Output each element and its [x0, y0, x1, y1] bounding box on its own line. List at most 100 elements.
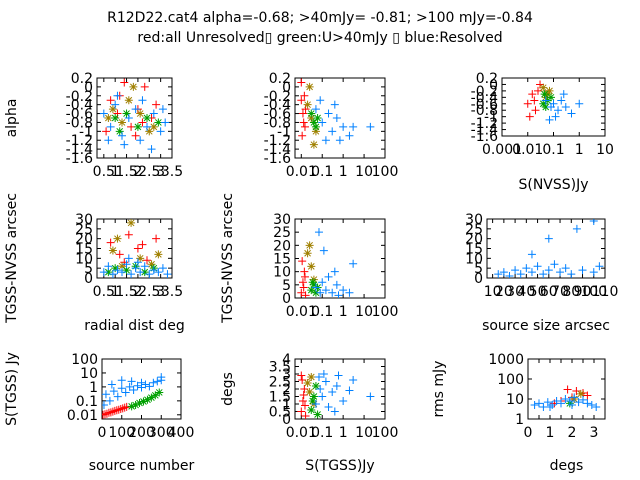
data-point [316, 288, 325, 297]
data-point [138, 118, 147, 127]
x-tick-label: 3.5 [161, 284, 183, 300]
y-tick-label: 0 [474, 271, 483, 287]
x-axis-label: S(TGSS)Jy [305, 458, 374, 474]
y-tick-label: 0.01 [67, 408, 98, 424]
data-point [311, 122, 320, 131]
y-tick-label: 30 [465, 212, 483, 228]
data-point [129, 385, 138, 394]
y-tick-label: 4 [282, 352, 291, 368]
x-tick-label: 0 [98, 425, 107, 441]
x-tick-label: 0.001 [482, 142, 522, 158]
scatter-panel-2: 0.010.1 1 101000.20-0.2-0.4-0.6-0.8-1-1.2-… [264, 71, 399, 180]
data-point [158, 105, 167, 114]
data-point [576, 389, 585, 398]
data-point [127, 219, 136, 227]
data-point [140, 82, 149, 91]
y-tick-label: 0.5 [269, 405, 291, 421]
data-point [133, 244, 142, 253]
data-point [143, 122, 151, 131]
data-point [311, 382, 320, 390]
data-point [307, 109, 316, 118]
data-point [147, 393, 156, 402]
data-point [583, 399, 592, 408]
data-point [111, 114, 120, 122]
x-tick-label: 3 [156, 284, 165, 300]
x-tick-label: 70 [551, 284, 569, 300]
data-point [104, 136, 113, 145]
data-point [311, 400, 320, 408]
y-axis-label: TGSS-NVSS arcsec [220, 193, 236, 324]
x-tick-label: 2.5 [138, 164, 160, 180]
data-point [303, 249, 312, 258]
y-tick-label: -0.6 [471, 97, 498, 113]
data-point [319, 370, 328, 378]
data-point [131, 131, 140, 140]
y-tick-label: 10 [273, 265, 291, 281]
data-point [578, 266, 587, 275]
data-point [567, 109, 576, 118]
data-point [112, 406, 121, 415]
data-point [118, 118, 126, 127]
data-point [589, 268, 598, 277]
data-point [328, 127, 337, 136]
data-point [551, 112, 560, 121]
y-tick-label: 20 [75, 232, 93, 248]
title-line-2: red:all Unresolved▯ green:U>40mJy ▯ blue… [137, 30, 502, 46]
y-tick-label: 10 [506, 392, 524, 408]
data-point [127, 402, 136, 411]
data-point [530, 96, 539, 105]
data-point [309, 275, 318, 284]
points-layer [297, 78, 375, 149]
data-point [102, 409, 111, 418]
data-point [543, 398, 552, 407]
y-tick-label: -0.4 [471, 90, 498, 106]
scatter-grid: 0.511.522.533.50.20-0.2-0.4-0.6-0.8-1-1.… [4, 71, 618, 474]
data-point [138, 240, 147, 249]
data-point [531, 106, 540, 115]
data-point [298, 278, 307, 287]
data-point [120, 403, 129, 412]
x-tick-label: 1 [546, 425, 555, 441]
data-point [118, 404, 127, 413]
y-tick-label: 3.5 [269, 360, 291, 376]
data-point [106, 122, 115, 131]
x-tick-label: 10 [596, 142, 614, 158]
data-point [314, 228, 323, 237]
scatter-panel-6: 102030405060708090100110051015202530sour… [465, 212, 618, 334]
data-point [311, 288, 320, 297]
data-point [366, 392, 375, 401]
data-point [557, 399, 565, 408]
data-point [136, 109, 145, 118]
x-tick-label: 10 [355, 425, 373, 441]
data-point [539, 83, 548, 92]
plot-frame [96, 77, 173, 159]
y-tick-label: -1.4 [264, 142, 291, 158]
data-point [299, 118, 308, 127]
y-tick-label: -1.2 [264, 133, 291, 149]
data-point [153, 377, 162, 386]
data-point [324, 403, 333, 411]
x-tick-label: 30 [506, 284, 524, 300]
x-tick-label: 40 [517, 284, 535, 300]
data-point [297, 96, 306, 105]
data-point [539, 99, 548, 108]
y-tick-label: -0.4 [264, 98, 291, 114]
data-point [301, 412, 310, 419]
data-point [140, 268, 149, 277]
data-point [565, 396, 574, 405]
data-point [528, 90, 537, 99]
data-point [114, 405, 123, 414]
data-point [139, 397, 148, 406]
points-layer [297, 370, 375, 419]
y-tick-label: -0.8 [264, 115, 291, 131]
data-point [121, 388, 130, 397]
data-point [523, 99, 532, 108]
x-tick-label: 2 [568, 425, 577, 441]
data-point [301, 291, 310, 298]
x-axis-label: source size arcsec [482, 318, 610, 334]
data-point [307, 373, 316, 381]
y-tick-label: -0.6 [264, 107, 291, 123]
y-tick-label: -1.2 [66, 133, 93, 149]
y-tick-label: -1.4 [66, 142, 93, 158]
